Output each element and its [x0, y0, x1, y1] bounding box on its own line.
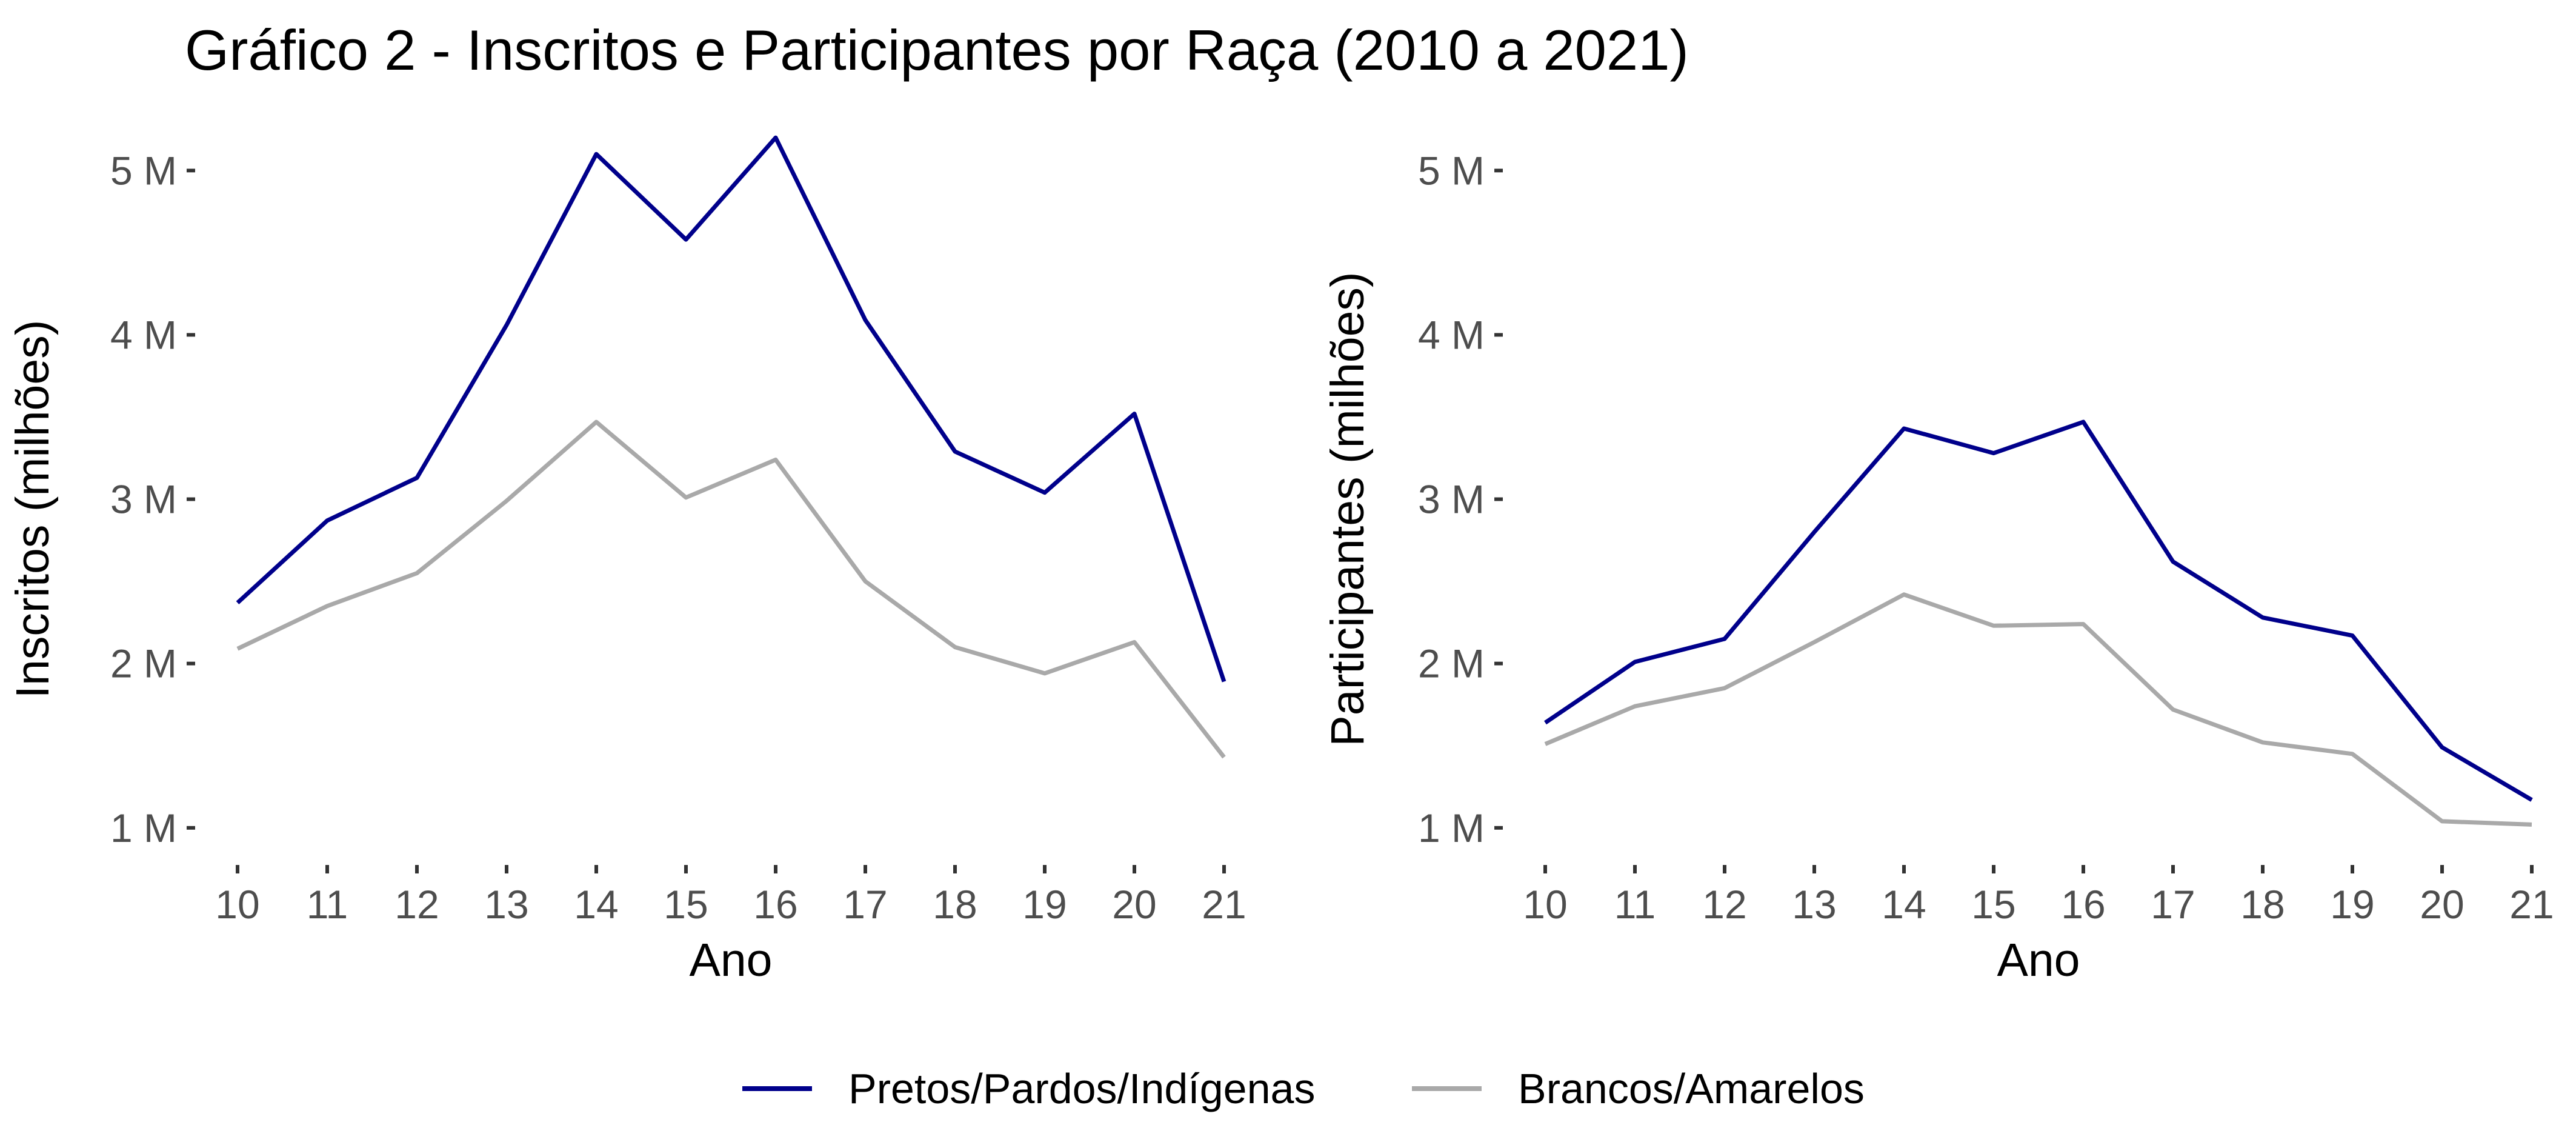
y-axis-title: Inscritos (milhões) — [7, 320, 59, 699]
series-line-brancos-amarelos — [1544, 592, 2532, 827]
series-line-pretos-pardos-indigenas — [236, 135, 1226, 683]
y-tick-label: 4 M — [1418, 312, 1485, 357]
x-tick-label: 11 — [1614, 882, 1656, 927]
x-tick-label: 18 — [2240, 882, 2285, 927]
y-tick-label: 3 M — [1418, 477, 1485, 522]
x-axis-title: Ano — [1997, 934, 2080, 986]
x-tick-label: 17 — [843, 882, 887, 927]
x-tick-label: 15 — [664, 882, 708, 927]
x-tick-label: 12 — [1702, 882, 1746, 927]
x-tick-label: 21 — [2509, 882, 2554, 927]
y-axis-title: Participantes (milhões) — [1322, 272, 1374, 746]
x-tick-label: 21 — [1202, 882, 1246, 927]
x-tick-label: 10 — [215, 882, 259, 927]
y-tick-label: 5 M — [110, 148, 177, 193]
chart-title: Gráfico 2 - Inscritos e Participantes po… — [185, 18, 1689, 82]
y-tick-label: 2 M — [1418, 641, 1485, 686]
x-tick-label: 14 — [1882, 882, 1926, 927]
series-line-pretos-pardos-indigenas — [1544, 419, 2533, 802]
x-tick-label: 12 — [394, 882, 439, 927]
x-tick-label: 14 — [574, 882, 618, 927]
panel-2: 1 M 2 M 3 M 4 M 5 M 10 11 12 13 14 15 16 17 18 19 20 21 A… — [1322, 148, 2554, 986]
x-tick-label: 18 — [933, 882, 977, 927]
x-tick-label: 16 — [2061, 882, 2105, 927]
x-tick-label: 20 — [1112, 882, 1156, 927]
x-tick-label: 19 — [1022, 882, 1067, 927]
x-tick-label: 17 — [2151, 882, 2195, 927]
y-tick-label: 1 M — [1418, 806, 1485, 850]
legend-label: Brancos/Amarelos — [1518, 1065, 1865, 1112]
x-axis-title: Ano — [689, 934, 772, 986]
y-tick-label: 4 M — [110, 312, 177, 357]
series-line-brancos-amarelos — [236, 419, 1226, 759]
x-tick-label: 20 — [2420, 882, 2464, 927]
panel-1: 1 M 2 M 3 M 4 M 5 M 10 11 12 13 14 15 16 17 18 19 20 21 A… — [7, 135, 1246, 986]
x-tick-label: 10 — [1523, 882, 1567, 927]
y-tick-label: 3 M — [110, 477, 177, 522]
y-tick-label: 2 M — [110, 641, 177, 686]
y-tick-label: 5 M — [1418, 148, 1485, 193]
x-tick-label: 15 — [1971, 882, 2015, 927]
chart-panels: 1 M 2 M 3 M 4 M 5 M 10 11 12 13 14 15 16 17 18 19 20 21 A… — [7, 135, 2554, 986]
x-tick-label: 13 — [484, 882, 528, 927]
x-tick-label: 19 — [2330, 882, 2374, 927]
x-tick-label: 16 — [753, 882, 797, 927]
x-tick-label: 11 — [307, 882, 348, 927]
y-tick-label: 1 M — [110, 806, 177, 850]
chart-legend: Pretos/Pardos/Indígenas Brancos/Amarelos — [742, 1065, 1865, 1112]
legend-label: Pretos/Pardos/Indígenas — [848, 1065, 1315, 1112]
x-tick-label: 13 — [1792, 882, 1836, 927]
